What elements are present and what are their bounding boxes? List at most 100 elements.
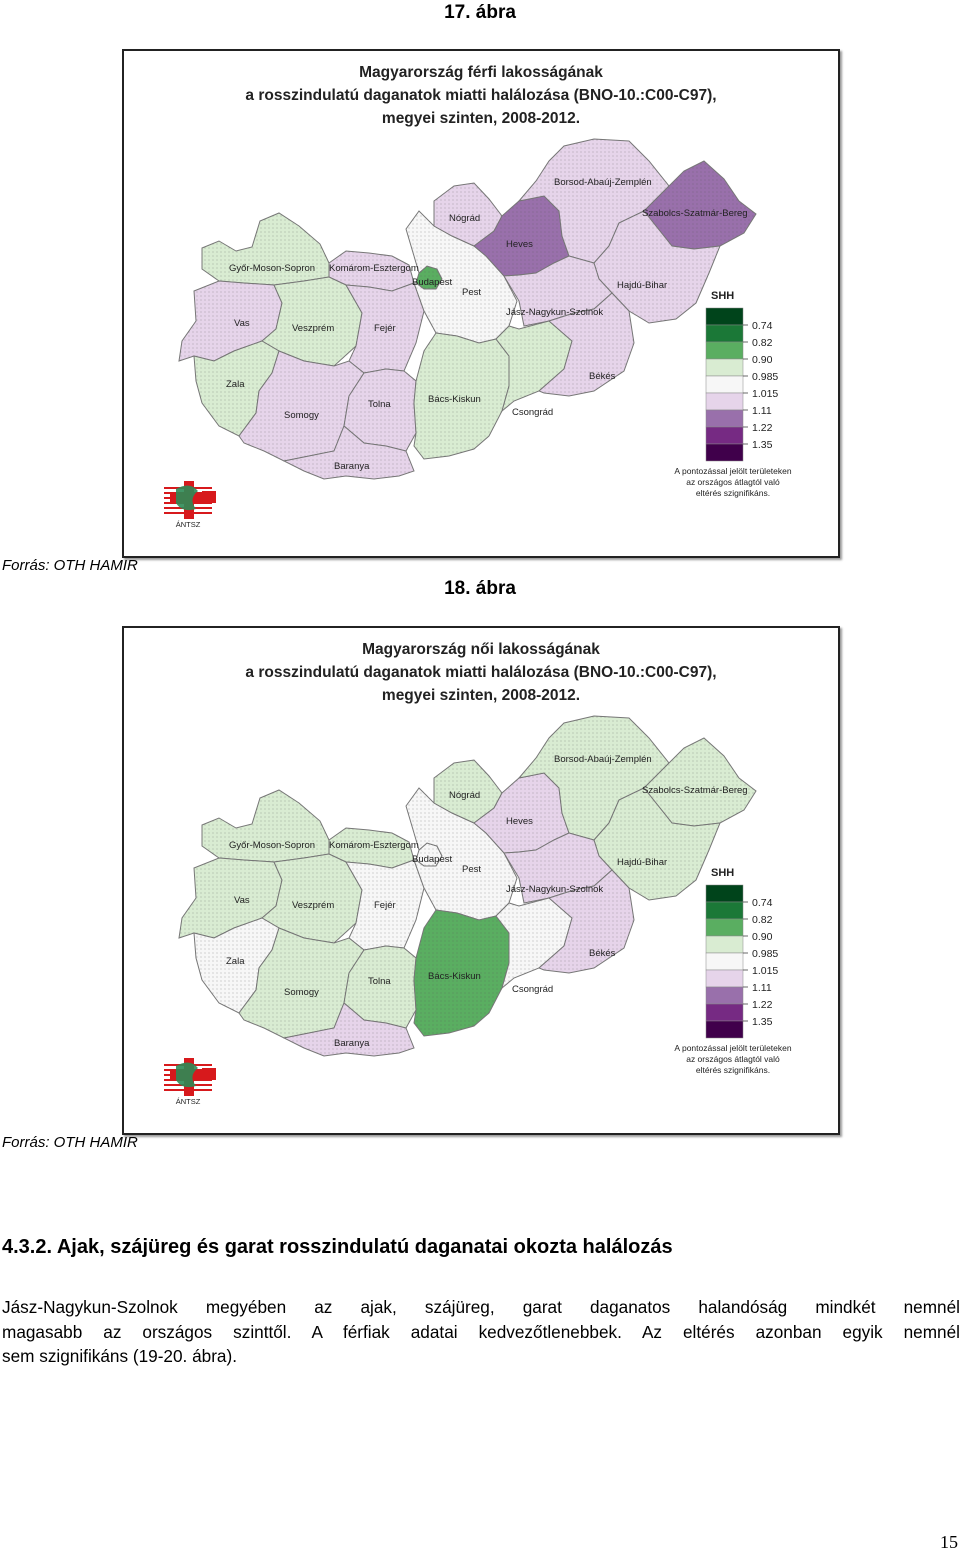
map-title-line: a rosszindulatú daganatok miatti haláloz…: [245, 664, 716, 681]
figure-18-map: Magyarország női lakosságának a rosszindu…: [122, 626, 840, 1135]
county-dots-jasz: [504, 256, 612, 326]
map-title-line: Magyarország férfi lakosságának: [359, 64, 603, 81]
county-label-bacs: Bács-Kiskun: [428, 971, 481, 982]
county-dots-heves: [474, 196, 569, 276]
county-dots-veszprem: [262, 277, 362, 366]
legend-title: SHH: [711, 290, 734, 302]
legend-tick-label: 1.11: [752, 405, 772, 417]
county-label-heves: Heves: [506, 816, 533, 827]
county-dots-bacs: [414, 910, 509, 1036]
legend-tick-label: 1.35: [752, 439, 773, 451]
legend-swatch: [705, 1003, 744, 1022]
logo-text: ÁNTSZ: [176, 1097, 201, 1106]
county-dots-komarom: [329, 828, 414, 868]
legend-tick-label: 0.74: [752, 897, 773, 909]
page-number: 15: [940, 1532, 958, 1552]
county-dots-veszprem: [262, 854, 362, 943]
county-dots-borsod: [519, 139, 669, 263]
county-dots-baranya: [284, 1003, 414, 1056]
county-label-zala: Zala: [226, 956, 245, 967]
legend-swatch: [705, 375, 744, 394]
county-dots-szabolcs: [644, 738, 756, 826]
figure-17-map: Magyarország férfi lakosságának a rosszin…: [122, 49, 840, 558]
county-dots-somogy: [239, 928, 364, 1038]
county-dots-fejer: [346, 860, 424, 950]
legend-tick-label: 0.74: [752, 320, 773, 332]
county-label-baranya: Baranya: [334, 461, 370, 472]
legend-swatch: [705, 1020, 744, 1039]
county-label-bekes: Békés: [589, 371, 616, 382]
antsz-logo: ÁNTSZ: [164, 1058, 216, 1106]
legend-tick-label: 0.985: [752, 371, 778, 383]
county-label-vas: Vas: [234, 318, 250, 329]
county-label-budapest: Budapest: [412, 277, 453, 288]
county-dots-bekes: [539, 293, 634, 396]
county-label-szabolcs: Szabolcs-Szatmár-Bereg: [642, 208, 748, 219]
county-label-borsod: Borsod-Abaúj-Zemplén: [554, 754, 652, 765]
legend-note-line: eltérés szignifikáns.: [696, 488, 770, 498]
figure-17-label: 17. ábra: [444, 2, 516, 23]
legend-swatch: [705, 426, 744, 445]
county-label-tolna: Tolna: [368, 976, 391, 987]
legend-tick-label: 0.985: [752, 948, 778, 960]
county-label-bacs: Bács-Kiskun: [428, 394, 481, 405]
county-label-csongrad: Csongrád: [512, 407, 553, 418]
county-label-jasz: Jász-Nagykun-Szolnok: [506, 307, 603, 318]
legend-tick-label: 1.22: [752, 999, 773, 1011]
county-label-hajdu: Hajdú-Bihar: [617, 857, 667, 868]
legend-note-line: eltérés szignifikáns.: [696, 1065, 770, 1075]
legend-swatch: [705, 307, 744, 326]
county-label-vas: Vas: [234, 895, 250, 906]
county-label-veszprem: Veszprém: [292, 900, 334, 911]
legend-swatch: [705, 443, 744, 462]
county-dots-somogy: [239, 351, 364, 461]
county-label-pest: Pest: [462, 864, 481, 875]
county-label-nograd: Nógrád: [449, 213, 480, 224]
legend-note-line: az országos átlagtól való: [686, 1054, 780, 1064]
county-label-szabolcs: Szabolcs-Szatmár-Bereg: [642, 785, 748, 796]
county-dots-tolna: [344, 946, 416, 1028]
legend-swatch: [705, 969, 744, 988]
county-label-veszprem: Veszprém: [292, 323, 334, 334]
legend-swatch: [705, 952, 744, 971]
county-label-somogy: Somogy: [284, 410, 319, 421]
county-dots-pest: [406, 211, 517, 343]
legend: SHH 0.74 0.82 0.90 0.985 1.015 1.11 1.22 1.35 A p…: [674, 290, 791, 498]
legend-swatch: [705, 341, 744, 360]
county-map: Győr-Moson-Sopron Komárom-Esztergom Vas Ves…: [178, 138, 757, 480]
county-label-heves: Heves: [506, 239, 533, 250]
county-dots-hajdu: [594, 211, 720, 323]
legend-note-line: A pontozással jelölt területeken: [674, 1043, 791, 1053]
legend-swatch: [705, 918, 744, 937]
county-dots-borsod: [519, 716, 669, 840]
county-label-jasz: Jász-Nagykun-Szolnok: [506, 884, 603, 895]
county-dots-budapest: [416, 266, 442, 289]
county-label-csongrad: Csongrád: [512, 984, 553, 995]
legend-tick-label: 1.22: [752, 422, 773, 434]
figure-17-source: Forrás: OTH HAMIR: [2, 557, 138, 574]
legend-tick-label: 1.015: [752, 965, 778, 977]
county-dots-szabolcs: [644, 161, 756, 249]
county-dots-csongrad: [496, 321, 572, 411]
paragraph-line: Jász-Nagykun-Szolnok megyében az ajak, s…: [2, 1297, 960, 1317]
figure-18-label: 18. ábra: [444, 578, 516, 599]
county-label-budapest: Budapest: [412, 854, 453, 865]
legend-tick-label: 1.015: [752, 388, 778, 400]
legend-swatch: [705, 986, 744, 1005]
county-dots-hajdu: [594, 788, 720, 900]
map-title-line: megyei szinten, 2008-2012.: [382, 687, 580, 704]
legend-tick-label: 1.35: [752, 1016, 773, 1028]
legend-swatch: [705, 935, 744, 954]
county-dots-gyor: [202, 213, 329, 285]
county-dots-vas: [179, 858, 282, 938]
county-dots-bacs: [414, 333, 509, 459]
county-label-borsod: Borsod-Abaúj-Zemplén: [554, 177, 652, 188]
legend-note-line: az országos átlagtól való: [686, 477, 780, 487]
county-dots-zala: [194, 341, 279, 436]
county-dots-jasz: [504, 833, 612, 903]
antsz-logo: ÁNTSZ: [164, 481, 216, 529]
county-dots-nograd: [434, 183, 502, 246]
map-title-line: a rosszindulatú daganatok miatti haláloz…: [245, 87, 716, 104]
legend-tick-label: 1.11: [752, 982, 772, 994]
county-dots-tolna: [344, 369, 416, 451]
